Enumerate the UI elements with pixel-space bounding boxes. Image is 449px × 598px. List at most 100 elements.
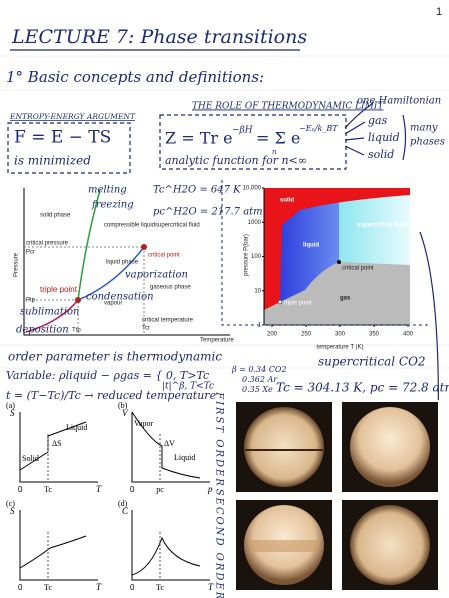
x-tick-label: Tc xyxy=(44,583,52,592)
axes xyxy=(23,188,230,336)
x-tick-label: 400 xyxy=(403,332,414,338)
arrows xyxy=(344,103,373,156)
curve xyxy=(131,411,201,479)
vertical-note: SECOND ORDER xyxy=(214,489,225,598)
critical-point xyxy=(337,260,341,264)
x-axis-label: p xyxy=(207,484,213,494)
exponent: −βH xyxy=(232,126,253,136)
note: analytic function for n<∞ xyxy=(165,154,307,167)
x-tick-label: 300 xyxy=(335,332,346,338)
panel-label: (d) xyxy=(118,499,128,508)
curve-label: Liquid xyxy=(174,453,195,462)
label: Ttp xyxy=(72,328,81,334)
solid-region xyxy=(264,188,410,310)
axes xyxy=(131,510,210,581)
label: Ptp xyxy=(26,298,36,304)
note: 0.35 Xe xyxy=(242,385,273,394)
phase: solid xyxy=(368,148,394,161)
vertical-note: FIRST ORDER xyxy=(214,391,225,488)
section: 1° Basic concepts and definitions: xyxy=(6,68,264,86)
note: melting xyxy=(88,185,127,196)
label: supercritical fluid xyxy=(155,223,200,229)
origin: 0 xyxy=(18,485,23,494)
note: |t|^β, T<Tc xyxy=(162,382,214,392)
many-phases: phases xyxy=(410,137,445,148)
x-axis-label: T xyxy=(208,582,214,592)
curve-label: Vapor xyxy=(134,419,153,428)
box xyxy=(159,114,347,170)
note: is minimized xyxy=(14,154,91,168)
x-tick-label: Tc xyxy=(44,485,52,494)
curve xyxy=(131,536,201,576)
region-label: supercritical fluid xyxy=(357,223,407,229)
label: vapour xyxy=(104,301,122,307)
melting-curve xyxy=(77,189,101,301)
point-label: critical point xyxy=(342,266,374,272)
origin: 0 xyxy=(130,485,135,494)
panel-label: (a) xyxy=(6,401,15,410)
label: Tcr xyxy=(142,326,150,332)
x-tick-label: 250 xyxy=(301,332,312,338)
note: deposition xyxy=(16,325,69,336)
note: vaporization xyxy=(125,270,188,281)
brace xyxy=(402,114,407,161)
ruled-lines xyxy=(0,55,449,369)
note: order parameter is thermodynamic xyxy=(8,350,222,364)
axes xyxy=(19,412,98,483)
y-axis-label: S xyxy=(10,408,15,418)
page-number: 1 xyxy=(436,6,442,18)
x-axis-label: T xyxy=(96,582,102,592)
label: liquid phase xyxy=(106,260,139,266)
y-axis-label: pressure P(bar) xyxy=(244,234,250,276)
cell xyxy=(244,407,324,487)
exponent: −Eₙ/k_BT xyxy=(299,124,338,133)
label: critical temperature xyxy=(142,318,194,324)
curve-label: ΔV xyxy=(164,439,175,448)
triple-point xyxy=(75,297,81,303)
many-phases: many xyxy=(410,123,438,134)
x-tick-label: Tc xyxy=(156,583,164,592)
note: freezing xyxy=(91,200,134,211)
sum-index: n xyxy=(272,148,277,156)
curve-label: Liquid xyxy=(66,423,87,432)
region-label: solid xyxy=(280,198,294,204)
phase: gas xyxy=(368,114,388,127)
sublimation-curve xyxy=(25,299,79,333)
note: t = (T−Tc)/Tc → reduced temperature xyxy=(6,389,217,402)
note: β = 0.34 CO2 xyxy=(231,365,287,374)
y-tick-label: 10,000 xyxy=(243,186,262,192)
y-axis-label: Pressure xyxy=(14,252,20,277)
x-tick-label: 350 xyxy=(369,332,380,338)
label: critical point xyxy=(148,253,180,259)
region-label: liquid xyxy=(303,243,319,249)
note: pc^H2O = 217.7 atm xyxy=(153,207,263,218)
x-tick-label: 200 xyxy=(267,332,278,338)
vaporization-curve xyxy=(77,246,145,301)
note: 0.362 Ar xyxy=(242,375,278,384)
axes xyxy=(131,412,210,483)
label: solid phase xyxy=(40,213,71,219)
water-phase-diagram: Pressure Temperature solid phase compres… xyxy=(14,182,263,344)
note: Variable: ρliquid − ρgas = { 0, T>Tc xyxy=(6,369,209,382)
label: triple point xyxy=(40,285,78,294)
label: Pcr xyxy=(26,250,35,256)
point-label: triple point xyxy=(284,301,312,307)
note: sublimation xyxy=(20,307,80,318)
formula: Z = Tr e xyxy=(165,129,233,148)
co2-phase-diagram: pressure P(bar) temperature T (K) 10,000… xyxy=(221,180,439,496)
x-axis-label: Temperature xyxy=(200,338,234,344)
phase: liquid xyxy=(368,131,400,144)
curve-label: Solid xyxy=(22,454,39,463)
y-axis-label: C xyxy=(122,506,129,516)
note: condensation xyxy=(86,292,154,303)
box-heading: THE ROLE OF THERMODYNAMIC LIMIT xyxy=(192,102,384,112)
critical-point xyxy=(141,244,147,250)
title: LECTURE 7: Phase transitions xyxy=(11,26,307,48)
plots: (a)STTc0SolidLiquidΔS(b)Vppc0VaporLiquid… xyxy=(6,401,214,592)
curve xyxy=(19,535,87,569)
label: critical pressure xyxy=(26,241,69,247)
frame xyxy=(221,180,430,326)
x-axis-label: temperature T (K) xyxy=(316,345,363,351)
origin: 0 xyxy=(18,583,23,592)
